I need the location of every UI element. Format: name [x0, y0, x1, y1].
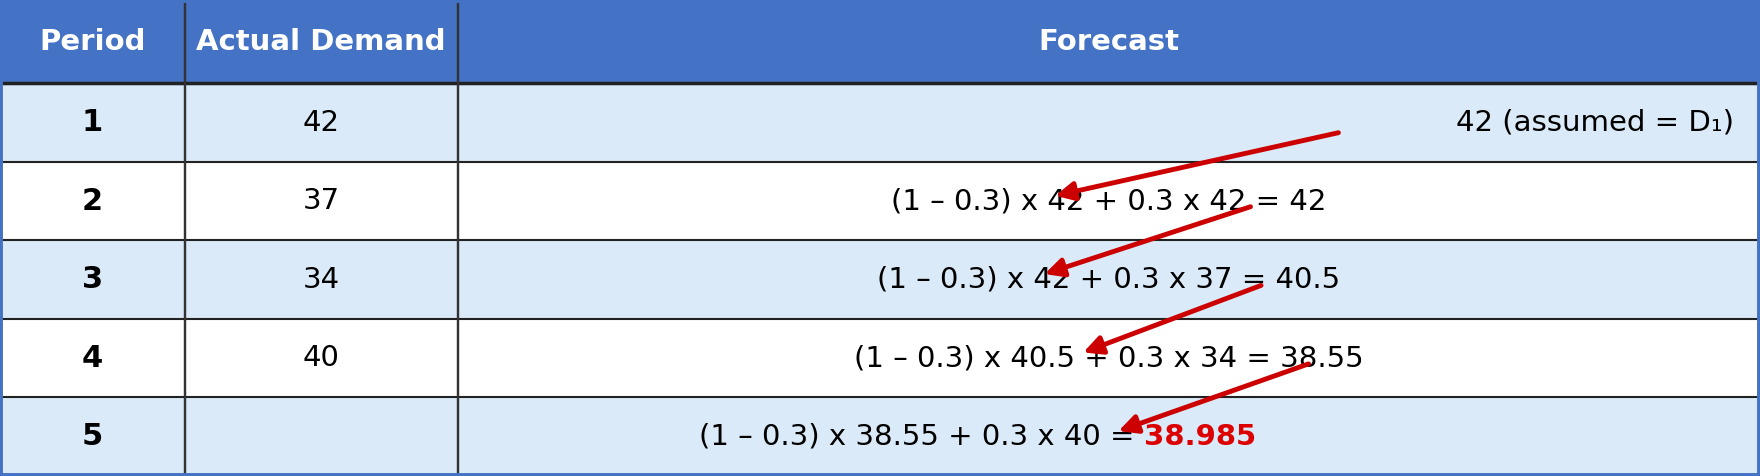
Bar [0, 240, 1760, 319]
Text: 5: 5 [81, 422, 104, 451]
Text: (1 – 0.3) x 42 + 0.3 x 37 = 40.5: (1 – 0.3) x 42 + 0.3 x 37 = 40.5 [876, 266, 1341, 294]
Text: 40: 40 [303, 344, 340, 372]
Bar [0, 319, 1760, 397]
Bar [0, 0, 1760, 83]
Text: 38.985: 38.985 [1144, 423, 1257, 451]
Text: 4: 4 [81, 344, 104, 373]
Text: 37: 37 [303, 187, 340, 215]
Bar [0, 162, 1760, 240]
Text: Actual Demand: Actual Demand [197, 28, 445, 56]
Text: 2: 2 [81, 187, 104, 216]
Text: (1 – 0.3) x 42 + 0.3 x 42 = 42: (1 – 0.3) x 42 + 0.3 x 42 = 42 [891, 187, 1327, 215]
Text: 42: 42 [303, 109, 340, 137]
Text: 3: 3 [81, 265, 104, 294]
Text: Period: Period [39, 28, 146, 56]
Bar [0, 397, 1760, 476]
Text: 34: 34 [303, 266, 340, 294]
Text: 42 (assumed = D₁): 42 (assumed = D₁) [1456, 109, 1734, 137]
Text: Forecast: Forecast [1038, 28, 1179, 56]
Text: 1: 1 [81, 108, 104, 137]
Text: (1 – 0.3) x 40.5 + 0.3 x 34 = 38.55: (1 – 0.3) x 40.5 + 0.3 x 34 = 38.55 [854, 344, 1364, 372]
Text: (1 – 0.3) x 38.55 + 0.3 x 40 =: (1 – 0.3) x 38.55 + 0.3 x 40 = [699, 423, 1144, 451]
Bar [0, 83, 1760, 162]
